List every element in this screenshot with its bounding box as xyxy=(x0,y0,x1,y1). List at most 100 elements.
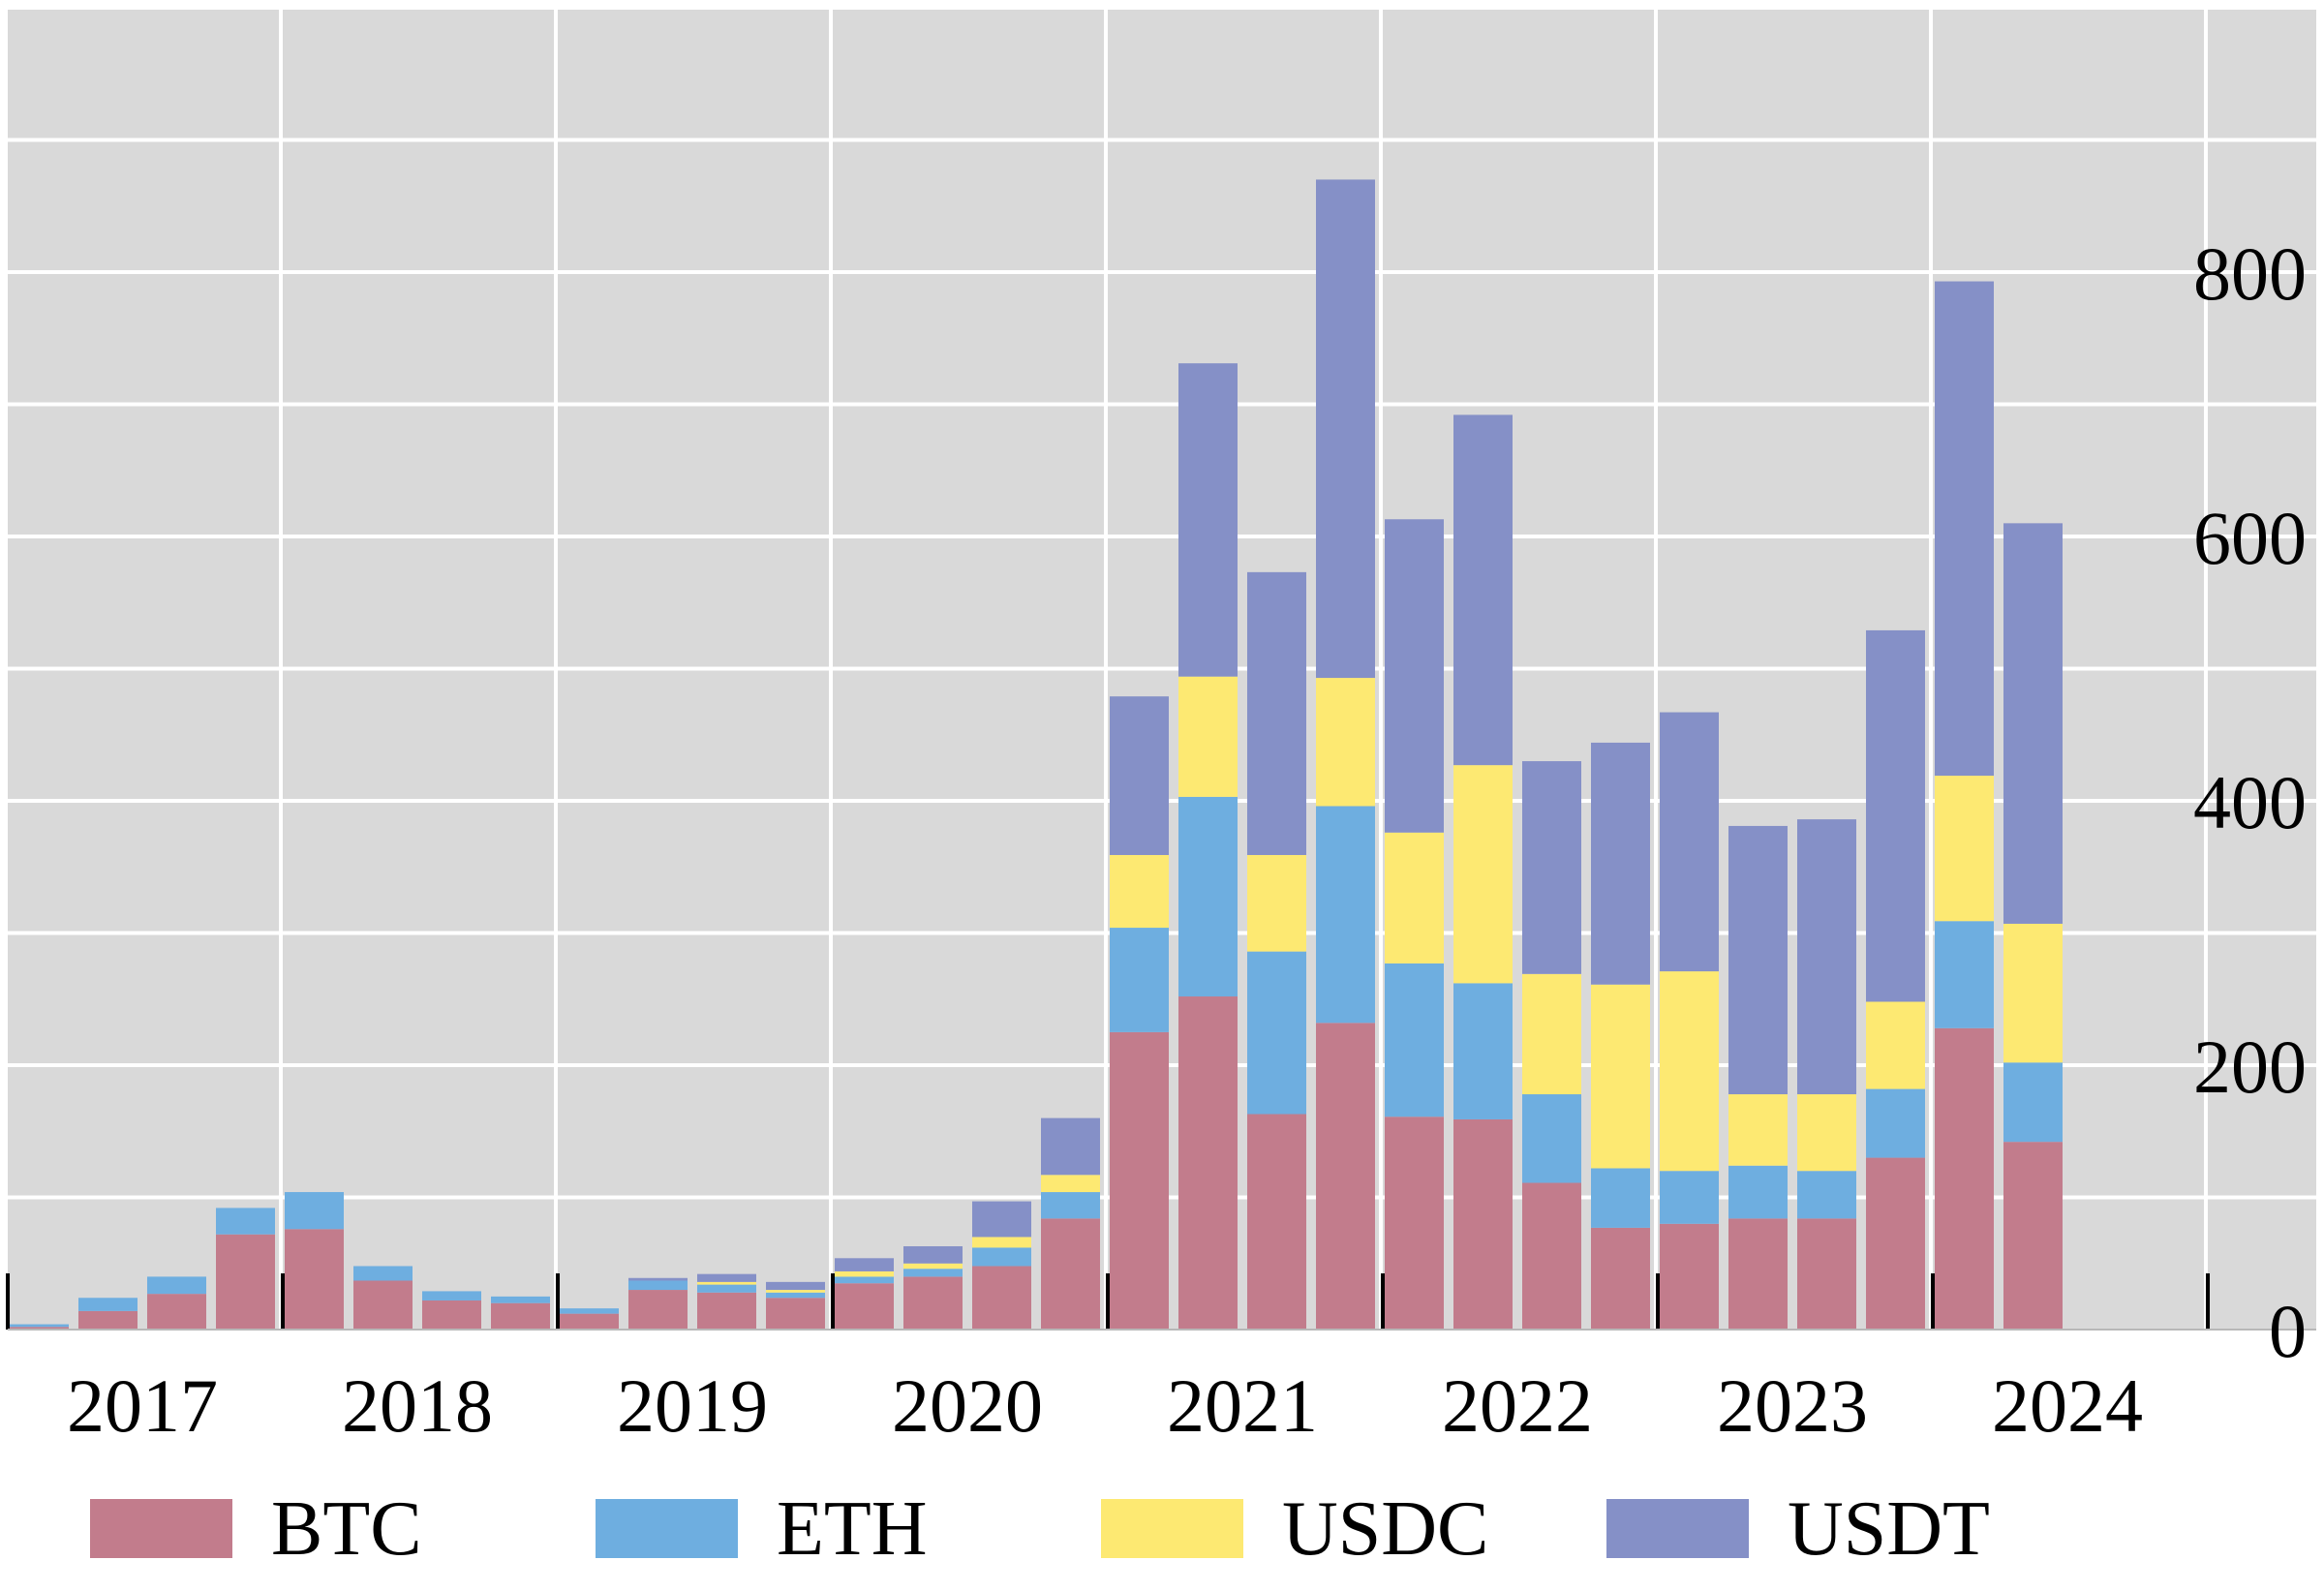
bar-segment-btc xyxy=(972,1266,1031,1330)
bar-segment-usdc xyxy=(1591,984,1650,1169)
legend-swatch xyxy=(1606,1499,1749,1558)
bar-segment-usdc xyxy=(1866,1001,1925,1089)
bar-segment-eth xyxy=(1110,928,1169,1032)
bar-segment-usdc xyxy=(1522,973,1581,1095)
legend-label: USDC xyxy=(1282,1486,1488,1572)
bar-segment-eth xyxy=(1866,1088,1925,1158)
legend: BTC ETH USDC USDT xyxy=(90,1486,1990,1572)
bar-segment-btc xyxy=(1453,1118,1513,1330)
bar-segment-btc xyxy=(2003,1142,2063,1330)
bar-segment-usdc xyxy=(903,1263,963,1270)
bar-segment-btc xyxy=(285,1229,344,1330)
bar-segment-btc xyxy=(1110,1031,1169,1330)
bar-segment-usdt xyxy=(1522,761,1581,974)
bar-segment-usdc xyxy=(1110,854,1169,929)
bar-segment-btc xyxy=(560,1313,619,1330)
bar-segment-btc xyxy=(1316,1023,1375,1330)
bar-segment-eth xyxy=(835,1276,894,1284)
bars xyxy=(10,179,2063,1330)
y-axis-tick-labels: 0 200 400 600 800 xyxy=(2193,231,2307,1373)
bar-segment-btc xyxy=(1178,996,1238,1330)
bar-segment-usdc xyxy=(1660,971,1719,1172)
bar-segment-btc xyxy=(628,1290,688,1330)
legend-swatch xyxy=(1101,1499,1243,1558)
bar-segment-usdt xyxy=(1178,363,1238,677)
bar-segment-btc xyxy=(1797,1218,1856,1330)
bar-segment-usdt xyxy=(1385,519,1444,833)
bar-segment-btc xyxy=(1591,1227,1650,1330)
bar-segment-eth xyxy=(1316,806,1375,1024)
bar-segment-usdt xyxy=(1728,825,1788,1095)
bar-segment-eth xyxy=(10,1324,69,1328)
bar-segment-eth xyxy=(1522,1094,1581,1183)
bar-segment-btc xyxy=(1866,1157,1925,1330)
bar-segment-eth xyxy=(1728,1165,1788,1219)
x-tick-label: 2020 xyxy=(892,1363,1043,1448)
x-tick-label: 2024 xyxy=(1992,1363,2143,1448)
bar-segment-usdc xyxy=(1728,1094,1788,1166)
legend-label: ETH xyxy=(777,1486,928,1572)
bar-segment-btc xyxy=(10,1327,69,1330)
bar-segment-usdc xyxy=(766,1290,825,1293)
bar-segment-btc xyxy=(353,1280,413,1330)
bar-segment-usdc xyxy=(697,1281,756,1285)
bar-segment-usdt xyxy=(1041,1117,1100,1176)
bar-segment-eth xyxy=(353,1266,413,1281)
legend-label: BTC xyxy=(271,1486,422,1572)
bar-segment-usdt xyxy=(1110,696,1169,855)
bar-segment-eth xyxy=(628,1280,688,1291)
bar-segment-usdt xyxy=(903,1246,963,1264)
bar-segment-btc xyxy=(147,1294,206,1330)
bar-segment-eth xyxy=(285,1192,344,1230)
bar-segment-usdc xyxy=(1178,676,1238,797)
y-tick-label: 800 xyxy=(2193,231,2307,316)
bar-segment-eth xyxy=(1660,1171,1719,1224)
x-tick-label: 2022 xyxy=(1442,1363,1593,1448)
x-tick-label: 2018 xyxy=(342,1363,493,1448)
bar-segment-usdt xyxy=(1453,414,1513,766)
bar-segment-eth xyxy=(903,1269,963,1277)
y-tick-label: 200 xyxy=(2193,1025,2307,1109)
bar-segment-usdc xyxy=(1453,765,1513,984)
bar-segment-usdt xyxy=(766,1281,825,1291)
y-tick-label: 400 xyxy=(2193,760,2307,844)
bar-segment-btc xyxy=(422,1300,481,1330)
bar-segment-usdt xyxy=(2003,523,2063,924)
bar-segment-usdt xyxy=(1866,629,1925,1002)
legend-item-usdt: USDT xyxy=(1606,1486,1990,1572)
bar-segment-eth xyxy=(491,1296,550,1303)
bar-segment-btc xyxy=(766,1298,825,1330)
bar-segment-eth xyxy=(697,1284,756,1293)
bar-segment-usdc xyxy=(1797,1094,1856,1172)
bar-segment-btc xyxy=(1385,1117,1444,1330)
bar-segment-btc xyxy=(903,1276,963,1330)
bar-segment-eth xyxy=(1178,796,1238,997)
bar-segment-usdc xyxy=(2003,923,2063,1063)
bar-segment-usdt xyxy=(1660,712,1719,972)
bar-segment-usdc xyxy=(1385,832,1444,964)
x-tick-label: 2023 xyxy=(1717,1363,1868,1448)
x-tick-label: 2017 xyxy=(67,1363,218,1448)
bar-segment-usdc xyxy=(1316,678,1375,807)
bar-segment-usdt xyxy=(1935,281,1994,777)
legend-label: USDT xyxy=(1788,1486,1990,1572)
bar-segment-btc xyxy=(1935,1027,1994,1330)
bar-segment-btc xyxy=(1041,1218,1100,1330)
bar-segment-usdc xyxy=(972,1237,1031,1248)
x-tick-label: 2019 xyxy=(617,1363,768,1448)
bar-segment-usdt xyxy=(1797,819,1856,1095)
bar-segment-btc xyxy=(697,1292,756,1330)
bar-segment-eth xyxy=(147,1276,206,1295)
bar-segment-btc xyxy=(1728,1218,1788,1330)
bar-segment-usdc xyxy=(1247,854,1306,952)
legend-item-usdc: USDC xyxy=(1101,1486,1488,1572)
bar-segment-eth xyxy=(1247,951,1306,1115)
bar-segment-usdt xyxy=(1316,179,1375,679)
bar-segment-eth xyxy=(2003,1062,2063,1143)
bar-segment-btc xyxy=(835,1283,894,1330)
bar-segment-eth xyxy=(1453,983,1513,1119)
legend-swatch xyxy=(596,1499,738,1558)
legend-item-btc: BTC xyxy=(90,1486,422,1572)
y-tick-label: 0 xyxy=(2269,1289,2307,1373)
